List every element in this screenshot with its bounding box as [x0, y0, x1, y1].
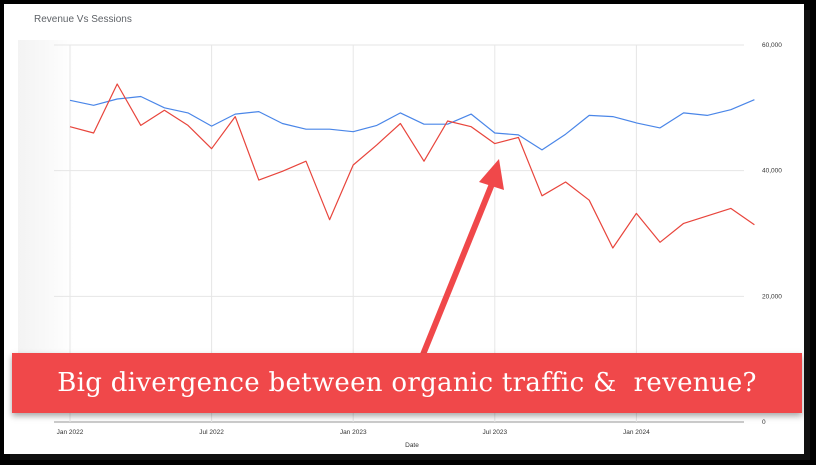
series-group	[69, 83, 755, 249]
chart-frame: Revenue Vs Sessions 0 20,000 40,000 60,000 …	[4, 4, 804, 454]
x-tick-label: Jan 2022	[57, 429, 84, 436]
banner-text: Big divergence between organic traffic &…	[57, 368, 757, 398]
y-tick-labels: 0 20,000 40,000 60,000	[762, 42, 782, 426]
series-line-2	[69, 83, 755, 249]
chart-title: Revenue Vs Sessions	[34, 14, 132, 25]
y-tick-label: 20,000	[762, 293, 782, 300]
frame-shadow-bottom	[10, 454, 810, 460]
annotation-arrow	[419, 159, 504, 359]
x-tick-label: Jul 2022	[199, 429, 224, 436]
blurred-axis-area	[18, 40, 74, 400]
x-axis-label: Date	[405, 442, 419, 449]
x-tick-label: Jan 2023	[340, 429, 367, 436]
x-tick-label: Jul 2023	[483, 429, 508, 436]
x-tick-label: Jan 2024	[623, 429, 650, 436]
x-tick-labels: Jan 2022 Jul 2022 Jan 2023 Jul 2023 Jan 2024	[57, 429, 651, 436]
arrow-head	[479, 159, 504, 190]
arrow-shaft	[419, 182, 495, 359]
frame-shadow-right	[804, 10, 810, 460]
series-line-1	[69, 95, 755, 151]
y-tick-label: 40,000	[762, 168, 782, 175]
y-tick-label: 60,000	[762, 42, 782, 49]
y-tick-label: 0	[762, 419, 766, 426]
annotation-banner: Big divergence between organic traffic &…	[12, 353, 802, 413]
